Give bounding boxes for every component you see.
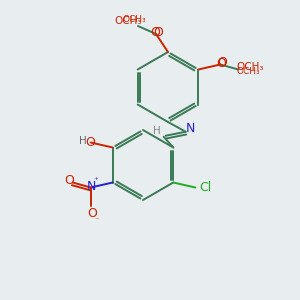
Text: O: O [216, 57, 226, 70]
Text: O: O [218, 56, 227, 69]
Text: OCH₃: OCH₃ [236, 67, 260, 76]
Text: N: N [186, 122, 195, 135]
Text: OCH₃: OCH₃ [122, 16, 146, 25]
Text: O: O [150, 26, 160, 40]
Text: O: O [87, 207, 97, 220]
Text: Cl: Cl [199, 181, 212, 194]
Text: OCH₃: OCH₃ [114, 16, 142, 26]
Text: H: H [79, 136, 87, 146]
Text: OCH₃: OCH₃ [237, 62, 264, 73]
Text: ⁺: ⁺ [93, 176, 98, 185]
Text: O: O [85, 136, 94, 149]
Text: N: N [87, 180, 96, 193]
Text: ⁻: ⁻ [94, 215, 99, 224]
Text: O: O [64, 174, 74, 187]
Text: O: O [153, 26, 163, 38]
Text: H: H [153, 126, 160, 136]
